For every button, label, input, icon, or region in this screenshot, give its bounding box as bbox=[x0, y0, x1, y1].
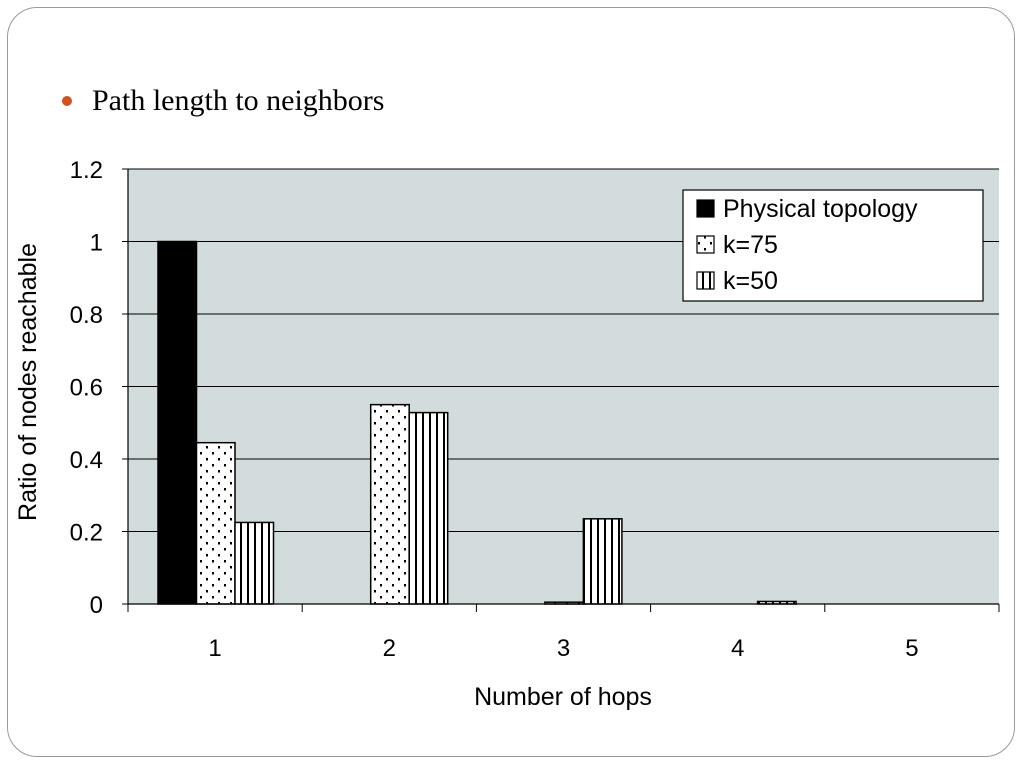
legend-label: k=75 bbox=[723, 231, 778, 259]
y-axis-title: Ratio of nodes reachable bbox=[14, 243, 42, 521]
y-tick-label: 0.2 bbox=[70, 520, 103, 547]
y-tick-label: 0.8 bbox=[70, 302, 103, 329]
bullet-dot-icon bbox=[62, 96, 72, 106]
x-tick-label: 3 bbox=[557, 635, 570, 662]
bar-k-50-3 bbox=[582, 518, 623, 605]
x-tick-label: 4 bbox=[731, 635, 744, 662]
legend-box bbox=[682, 189, 984, 302]
bar-k-50-2 bbox=[408, 411, 449, 605]
bar-k-75-1 bbox=[195, 441, 236, 605]
y-tick-label: 0.6 bbox=[70, 375, 103, 402]
x-tick-label: 1 bbox=[208, 635, 221, 662]
bullet-line: Path length to neighbors bbox=[62, 84, 384, 118]
y-tick-label: 0 bbox=[90, 592, 103, 619]
x-tick-label: 5 bbox=[905, 635, 918, 662]
legend-swatch bbox=[696, 199, 715, 218]
y-tick-label: 0.4 bbox=[70, 447, 103, 474]
axes: 0 0.2 0.4 0.6 0.8 1 1.2 1 2 3 4 5 bbox=[70, 157, 1000, 662]
legend: Physical topology k=75 k=50 bbox=[682, 189, 984, 302]
gridlines bbox=[128, 168, 999, 532]
bar-k-50-1 bbox=[234, 521, 275, 605]
legend-label: Physical topology bbox=[723, 195, 918, 223]
y-tick-label: 1.2 bbox=[70, 157, 103, 184]
bar-k-75-2 bbox=[369, 403, 410, 605]
y-tick-label: 1 bbox=[90, 230, 103, 257]
legend-swatch bbox=[696, 271, 715, 290]
bars bbox=[157, 240, 797, 605]
bullet-text: Path length to neighbors bbox=[92, 84, 385, 117]
legend-label: k=50 bbox=[723, 267, 778, 295]
bar-physical-topology-1 bbox=[157, 240, 198, 605]
x-axis-title: Number of hops bbox=[474, 683, 652, 711]
legend-swatch bbox=[696, 235, 715, 254]
x-tick-label: 2 bbox=[383, 635, 396, 662]
